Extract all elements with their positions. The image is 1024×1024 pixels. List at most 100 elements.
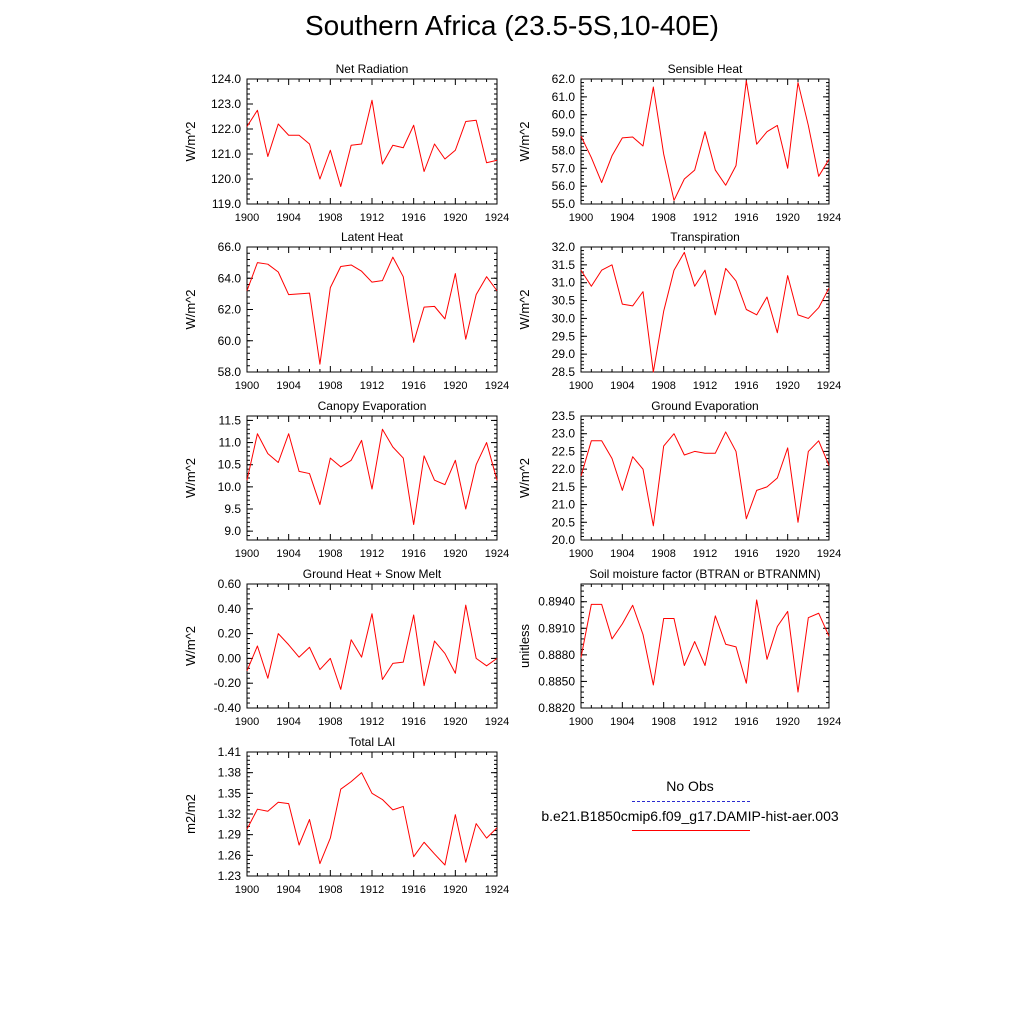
- panel-6-ytick-label: -0.20: [214, 676, 242, 690]
- panel-6-title: Ground Heat + Snow Melt: [303, 567, 442, 581]
- panel-1-ylabel: W/m^2: [517, 121, 532, 161]
- panel-1-xtick-label: 1924: [817, 212, 841, 224]
- panel-7-xtick-label: 1904: [610, 716, 634, 728]
- panel-1-ytick-label: 57.0: [552, 161, 576, 175]
- panel-7-xtick-label: 1924: [817, 716, 841, 728]
- panel-7-ytick-label: 0.8850: [538, 674, 575, 688]
- panel-1-ytick-label: 61.0: [552, 90, 576, 104]
- panel-3-ytick-label: 31.5: [552, 258, 576, 272]
- panel-6-series-line: [246, 604, 498, 690]
- panel-3-frame: [580, 246, 830, 373]
- panel-2-ytick-label: 58.0: [218, 365, 242, 379]
- panel-7-ylabel: unitless: [517, 623, 532, 668]
- panel-7-xtick-label: 1916: [734, 716, 758, 728]
- panel-1-xtick-label: 1912: [693, 212, 717, 224]
- panel-6-ytick-label: 0.20: [218, 627, 242, 641]
- panel-2-xtick-label: 1900: [235, 380, 259, 392]
- panel-2-xtick-label: 1916: [401, 380, 425, 392]
- panel-4-xtick-label: 1916: [401, 548, 425, 560]
- panel-1-xtick-label: 1900: [569, 212, 593, 224]
- panel-3-ytick-label: 29.0: [552, 347, 576, 361]
- panel-3-ytick-label: 32.0: [552, 240, 576, 254]
- panel-1-ytick-label: 55.0: [552, 197, 576, 211]
- panel-3-ytick-label: 30.5: [552, 294, 576, 308]
- panel-7-ytick-label: 0.8910: [538, 621, 575, 635]
- panel-0-ytick-label: 124.0: [211, 72, 241, 86]
- panel-3-ytick-label: 28.5: [552, 365, 576, 379]
- panel-7-title: Soil moisture factor (BTRAN or BTRANMN): [589, 567, 820, 581]
- panel-3-ytick-label: 29.5: [552, 329, 576, 343]
- panel-2-title: Latent Heat: [341, 230, 404, 244]
- panel-1-ytick-label: 62.0: [552, 72, 576, 86]
- panel-5-ytick-label: 23.5: [552, 409, 576, 423]
- panel-5-xtick-label: 1900: [569, 548, 593, 560]
- panel-4-ytick-label: 11.0: [219, 436, 242, 450]
- panel-3-xtick-label: 1916: [734, 380, 758, 392]
- panel-5-ylabel: W/m^2: [517, 458, 532, 498]
- panel-5-xtick-label: 1912: [693, 548, 717, 560]
- panel-3-ytick-label: 30.0: [552, 311, 576, 325]
- panel-1-xtick-label: 1916: [734, 212, 758, 224]
- panel-7-xtick-label: 1912: [693, 716, 717, 728]
- panel-0-xtick-label: 1920: [443, 212, 467, 224]
- panel-2-xtick-label: 1924: [485, 380, 509, 392]
- panel-5-ytick-label: 22.0: [552, 462, 576, 476]
- panel-4-ytick-label: 9.5: [224, 502, 241, 516]
- panel-6-xtick-label: 1908: [318, 716, 342, 728]
- panel-8-xtick-label: 1908: [318, 884, 342, 896]
- panel-8-xtick-label: 1900: [235, 884, 259, 896]
- panel-2-ytick-label: 66.0: [218, 240, 242, 254]
- panel-3-title: Transpiration: [670, 230, 740, 244]
- panel-5-ytick-label: 20.0: [552, 533, 576, 547]
- panel-8-xtick-label: 1904: [276, 884, 300, 896]
- panel-6-ytick-label: 0.60: [218, 577, 242, 591]
- panel-4-xtick-label: 1912: [360, 548, 384, 560]
- panel-3-xtick-label: 1912: [693, 380, 717, 392]
- panel-7-ytick-label: 0.8820: [538, 701, 575, 715]
- panel-8-xtick-label: 1916: [401, 884, 425, 896]
- panel-7-ytick-label: 0.8880: [538, 648, 575, 662]
- panel-6-xtick-label: 1904: [276, 716, 300, 728]
- panel-2-ytick-label: 62.0: [218, 303, 242, 317]
- panel-2-ytick-label: 60.0: [218, 334, 242, 348]
- panel-0-frame: [246, 78, 498, 205]
- panel-8-title: Total LAI: [349, 735, 396, 749]
- panel-0-xtick-label: 1912: [360, 212, 384, 224]
- panel-7-xtick-label: 1908: [651, 716, 675, 728]
- panel-7-ytick-label: 0.8940: [538, 595, 575, 609]
- panel-0-xtick-label: 1924: [485, 212, 509, 224]
- panel-3-xtick-label: 1900: [569, 380, 593, 392]
- panel-8-ylabel: m2/m2: [183, 794, 198, 834]
- panel-2-xtick-label: 1920: [443, 380, 467, 392]
- panel-2-ytick-label: 64.0: [218, 271, 242, 285]
- panel-1-ytick-label: 60.0: [552, 108, 576, 122]
- panel-2-series-line: [246, 256, 498, 365]
- panel-5-ytick-label: 21.0: [552, 498, 576, 512]
- panel-0-ytick-label: 123.0: [211, 97, 241, 111]
- panel-8-xtick-label: 1920: [443, 884, 467, 896]
- panel-4-xtick-label: 1924: [485, 548, 509, 560]
- legend-obs-line: [632, 801, 750, 802]
- panel-4-xtick-label: 1920: [443, 548, 467, 560]
- panel-0-xtick-label: 1900: [235, 212, 259, 224]
- panel-6-ytick-label: 0.00: [218, 651, 242, 665]
- panel-0-series-line: [246, 99, 498, 187]
- panel-8-series-line: [246, 772, 498, 866]
- panel-0-xtick-label: 1916: [401, 212, 425, 224]
- panel-8-frame: [246, 751, 498, 877]
- panel-6-xtick-label: 1900: [235, 716, 259, 728]
- panel-1-xtick-label: 1920: [775, 212, 799, 224]
- panel-8-ytick-label: 1.29: [218, 828, 242, 842]
- panel-0-xtick-label: 1904: [276, 212, 300, 224]
- panel-6-ylabel: W/m^2: [183, 626, 198, 666]
- panel-5-ytick-label: 22.5: [552, 444, 576, 458]
- panel-8-ytick-label: 1.38: [218, 766, 242, 780]
- panel-4-ytick-label: 10.0: [218, 480, 242, 494]
- panel-8-ytick-label: 1.35: [218, 786, 242, 800]
- panel-8-xtick-label: 1924: [485, 884, 509, 896]
- panel-4-series-line: [246, 428, 498, 525]
- panel-8-xtick-label: 1912: [360, 884, 384, 896]
- legend: No Obs b.e21.B1850cmip6.f09_g17.DAMIP-hi…: [520, 778, 860, 848]
- panel-2-xtick-label: 1904: [276, 380, 300, 392]
